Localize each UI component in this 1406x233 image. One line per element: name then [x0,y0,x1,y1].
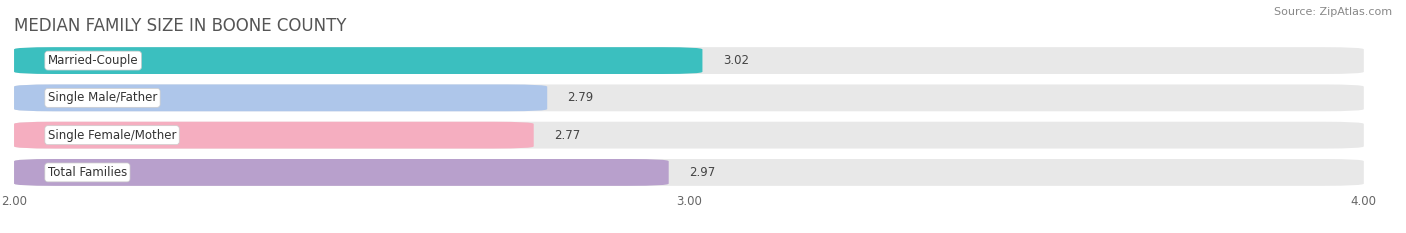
FancyBboxPatch shape [14,122,1364,149]
FancyBboxPatch shape [14,47,703,74]
FancyBboxPatch shape [14,159,1364,186]
Text: 2.79: 2.79 [568,91,593,104]
Text: Single Male/Father: Single Male/Father [48,91,157,104]
FancyBboxPatch shape [14,47,1364,74]
FancyBboxPatch shape [14,122,534,149]
Text: 2.97: 2.97 [689,166,716,179]
Text: Source: ZipAtlas.com: Source: ZipAtlas.com [1274,7,1392,17]
Text: Total Families: Total Families [48,166,127,179]
Text: 3.02: 3.02 [723,54,748,67]
Text: MEDIAN FAMILY SIZE IN BOONE COUNTY: MEDIAN FAMILY SIZE IN BOONE COUNTY [14,17,346,35]
FancyBboxPatch shape [14,84,1364,111]
Text: Single Female/Mother: Single Female/Mother [48,129,176,142]
FancyBboxPatch shape [14,84,547,111]
Text: Married-Couple: Married-Couple [48,54,138,67]
Text: 2.77: 2.77 [554,129,581,142]
FancyBboxPatch shape [14,159,669,186]
